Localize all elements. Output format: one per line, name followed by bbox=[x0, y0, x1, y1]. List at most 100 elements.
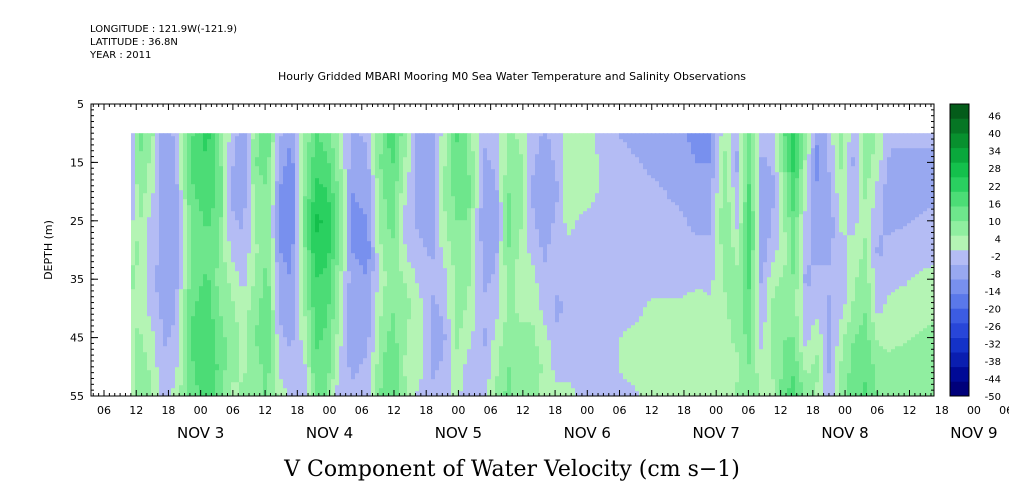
heatmap-cell bbox=[343, 292, 348, 296]
heatmap-cell bbox=[179, 376, 184, 380]
heatmap-cell bbox=[279, 292, 284, 296]
heatmap-cell bbox=[263, 154, 268, 158]
heatmap-cell bbox=[211, 160, 216, 164]
heatmap-cell bbox=[311, 328, 316, 332]
heatmap-cell bbox=[259, 355, 264, 359]
heatmap-cell bbox=[215, 277, 220, 281]
heatmap-cell bbox=[215, 325, 220, 329]
heatmap-cell bbox=[151, 286, 156, 290]
heatmap-cell bbox=[135, 232, 140, 236]
heatmap-cell bbox=[195, 313, 200, 317]
heatmap-cell bbox=[335, 208, 340, 212]
heatmap-cell bbox=[295, 256, 300, 260]
heatmap-cell bbox=[235, 343, 240, 347]
heatmap-cell bbox=[179, 325, 184, 329]
heatmap-cell bbox=[315, 139, 320, 143]
heatmap-cell bbox=[283, 163, 288, 167]
heatmap-cell bbox=[331, 211, 336, 215]
heatmap-cell bbox=[267, 310, 272, 314]
heatmap-cell bbox=[159, 184, 164, 188]
heatmap-cell bbox=[135, 235, 140, 239]
heatmap-cell bbox=[187, 364, 192, 368]
heatmap-cell bbox=[295, 265, 300, 269]
heatmap-cell bbox=[263, 349, 268, 353]
heatmap-cell bbox=[195, 361, 200, 365]
heatmap-cell bbox=[211, 154, 216, 158]
heatmap-cell bbox=[343, 322, 348, 326]
heatmap-cell bbox=[347, 136, 352, 140]
heatmap-cell bbox=[191, 160, 196, 164]
heatmap-cell bbox=[251, 358, 256, 362]
heatmap-cell bbox=[295, 313, 300, 317]
heatmap-cell bbox=[299, 322, 304, 326]
heatmap-cell bbox=[235, 178, 240, 182]
heatmap-cell bbox=[283, 319, 288, 323]
heatmap-cell bbox=[279, 181, 284, 185]
heatmap-cell bbox=[231, 268, 236, 272]
heatmap-cell bbox=[151, 298, 156, 302]
heatmap-cell bbox=[159, 367, 164, 371]
heatmap-cell bbox=[323, 226, 328, 230]
heatmap-cell bbox=[351, 388, 356, 392]
heatmap-cell bbox=[195, 154, 200, 158]
heatmap-cell bbox=[295, 322, 300, 326]
heatmap-cell bbox=[299, 253, 304, 257]
heatmap-cell bbox=[263, 355, 268, 359]
heatmap-cell bbox=[303, 313, 308, 317]
heatmap-cell bbox=[299, 217, 304, 221]
heatmap-cell bbox=[279, 136, 284, 140]
heatmap-cell bbox=[323, 229, 328, 233]
heatmap-cell bbox=[187, 289, 192, 293]
heatmap-cell bbox=[235, 331, 240, 335]
heatmap-cell bbox=[207, 202, 212, 206]
heatmap-cell bbox=[311, 217, 316, 221]
heatmap-cell bbox=[327, 265, 332, 269]
heatmap-cell bbox=[311, 376, 316, 380]
heatmap-cell bbox=[179, 211, 184, 215]
heatmap-cell bbox=[207, 151, 212, 155]
heatmap-cell bbox=[227, 166, 232, 170]
heatmap-cell bbox=[247, 385, 252, 389]
heatmap-cell bbox=[315, 154, 320, 158]
heatmap-cell bbox=[267, 202, 272, 206]
heatmap-cell bbox=[299, 220, 304, 224]
heatmap-cell bbox=[131, 154, 136, 158]
heatmap-cell bbox=[319, 271, 324, 275]
heatmap-cell bbox=[287, 355, 292, 359]
heatmap-cell bbox=[255, 262, 260, 266]
heatmap-cell bbox=[147, 136, 152, 140]
heatmap-cell bbox=[219, 232, 224, 236]
heatmap-cell bbox=[339, 313, 344, 317]
heatmap-cell bbox=[171, 178, 176, 182]
heatmap-cell bbox=[247, 352, 252, 356]
heatmap-cell bbox=[135, 190, 140, 194]
heatmap-cell bbox=[167, 334, 172, 338]
heatmap-cell bbox=[255, 355, 260, 359]
heatmap-cell bbox=[139, 298, 144, 302]
heatmap-cell bbox=[231, 301, 236, 305]
heatmap-cell bbox=[135, 208, 140, 212]
heatmap-cell bbox=[159, 178, 164, 182]
heatmap-cell bbox=[271, 322, 276, 326]
heatmap-cell bbox=[163, 172, 168, 176]
heatmap-cell bbox=[239, 391, 244, 395]
heatmap-cell bbox=[195, 343, 200, 347]
heatmap-cell bbox=[275, 358, 280, 362]
heatmap-cell bbox=[287, 187, 292, 191]
heatmap-cell bbox=[271, 142, 276, 146]
heatmap-cell bbox=[315, 313, 320, 317]
heatmap-cell bbox=[211, 217, 216, 221]
heatmap-cell bbox=[175, 304, 180, 308]
heatmap-cell bbox=[327, 274, 332, 278]
heatmap-cell bbox=[291, 256, 296, 260]
heatmap-cell bbox=[175, 220, 180, 224]
heatmap-cell bbox=[271, 193, 276, 197]
heatmap-cell bbox=[147, 223, 152, 227]
heatmap-cell bbox=[267, 157, 272, 161]
heatmap-cell bbox=[331, 295, 336, 299]
heatmap-cell bbox=[331, 388, 336, 392]
heatmap-cell bbox=[227, 256, 232, 260]
heatmap-cell bbox=[155, 226, 160, 230]
heatmap-cell bbox=[203, 388, 208, 392]
heatmap-cell bbox=[247, 178, 252, 182]
